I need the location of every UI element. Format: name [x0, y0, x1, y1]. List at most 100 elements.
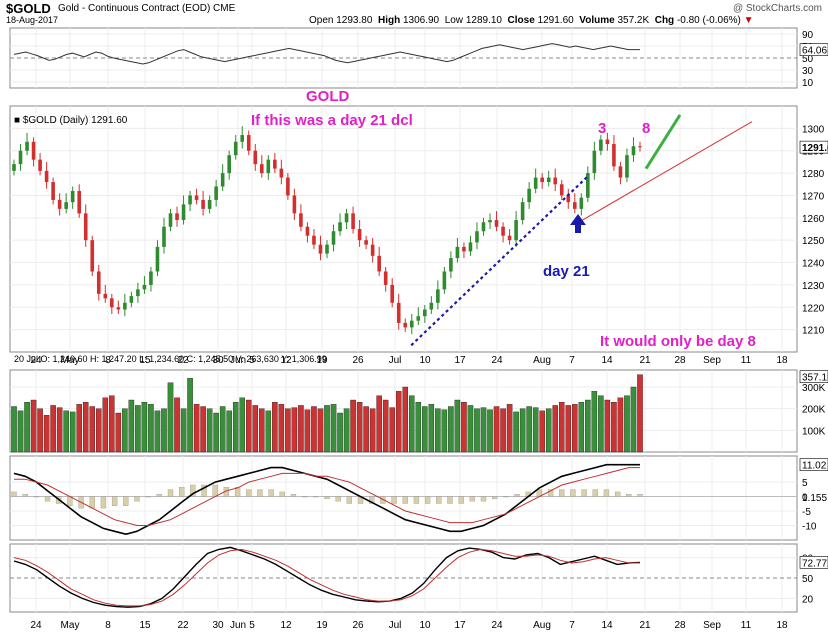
volume-bar [545, 408, 552, 453]
macd-histogram-bar [424, 496, 431, 504]
ohlc-label: 20 Jul O: 1,240.60 H: 1,247.20 L: 1,234.… [14, 354, 327, 364]
x-tick-label: 7 [569, 620, 575, 631]
candle [129, 296, 134, 303]
volume-bar [559, 402, 565, 453]
macd-histogram-bar [447, 496, 453, 504]
candle [44, 170, 49, 183]
candle [207, 199, 212, 209]
chart-date: 18-Aug-2017 [6, 15, 59, 25]
candle [631, 146, 636, 156]
candle [357, 229, 362, 241]
macd-histogram-bar [637, 494, 643, 497]
candle [123, 302, 127, 310]
candle [383, 271, 388, 285]
macd-histogram-bar [145, 496, 151, 498]
volume-bar [272, 402, 278, 453]
macd-histogram-bar [22, 494, 28, 497]
volume-bar [454, 399, 461, 453]
candle [214, 186, 218, 200]
x-tick-label: 15 [139, 620, 151, 631]
macd-y-tick: -5 [802, 507, 811, 518]
candle [559, 184, 564, 196]
volume-bar [487, 409, 493, 453]
x-tick-label: Sep [703, 620, 721, 631]
candle [533, 177, 538, 189]
x-tick-label: 24 [491, 355, 503, 366]
volume-bar [630, 386, 637, 453]
macd-histogram-bar [335, 496, 341, 502]
x-tick-label: 30 [212, 355, 224, 366]
volume-bar [402, 386, 408, 453]
macd-histogram-bar [626, 494, 632, 497]
candle [325, 244, 329, 254]
volume-bar [252, 405, 259, 453]
volume-bar [239, 397, 245, 453]
vol-last-box [799, 370, 828, 383]
candle [279, 168, 284, 178]
x-tick-label: 19 [316, 620, 328, 631]
volume-bar [350, 399, 356, 453]
volume-bar [585, 399, 591, 453]
channel-line [574, 121, 753, 225]
volume-bar [50, 405, 56, 453]
volume-bar [363, 406, 369, 453]
price-y-tick: 1250 [802, 236, 825, 247]
candle [292, 195, 297, 214]
volume-bar [409, 395, 415, 453]
candle [449, 258, 453, 272]
macd-histogram-bar [547, 489, 554, 497]
volume-bar [311, 406, 317, 453]
macd-histogram-bar [44, 496, 51, 502]
volume-bar [226, 410, 232, 453]
macd-histogram-bar [559, 489, 565, 497]
candle [318, 244, 323, 254]
candle [312, 235, 316, 245]
candle [455, 246, 460, 259]
x-tick-label: 10 [419, 620, 431, 631]
macd-y-tick: -10 [802, 522, 817, 533]
volume-bar [539, 410, 545, 453]
volume-bar [461, 402, 467, 453]
top-last-box [799, 43, 828, 56]
volume-bar [265, 410, 272, 453]
candle [553, 177, 558, 185]
x-tick-label: Sep [703, 355, 721, 366]
volume-bar [598, 395, 604, 453]
candle [514, 220, 518, 241]
volume-bar [395, 391, 402, 453]
macd-histogram-bar [492, 496, 498, 500]
projection-line [644, 114, 682, 170]
ohlc-summary: Open 1293.80 High 1306.90 Low 1289.10 Cl… [309, 15, 754, 26]
candle [599, 139, 603, 151]
volume-bar [206, 408, 213, 453]
symbol-title: $GOLD [6, 1, 51, 16]
candle [331, 231, 336, 245]
candle [351, 213, 355, 229]
x-tick-label: 15 [139, 355, 151, 366]
volume-bar [96, 408, 102, 453]
x-tick-label: Jul [389, 620, 402, 631]
volume-bar [24, 402, 30, 453]
macd-histogram-bar [458, 496, 464, 504]
macd-histogram-bar [290, 494, 297, 497]
x-tick-label: 18 [776, 620, 788, 631]
x-tick-label: 26 [352, 620, 364, 631]
volume-bar [382, 399, 389, 453]
macd-histogram-bar [201, 484, 207, 497]
volume-bar [219, 406, 226, 453]
candle [520, 202, 525, 221]
x-tick-label: 22 [177, 620, 189, 631]
stoch-d-line [13, 548, 640, 607]
macd-histogram-bar [469, 496, 475, 502]
macd-histogram-bar [346, 496, 353, 504]
volume-bar [448, 406, 454, 453]
macd-histogram-bar [413, 496, 420, 504]
candle [18, 150, 23, 165]
macd-histogram-bar [514, 494, 520, 497]
x-tick-label: 18 [776, 355, 788, 366]
volume-bar [506, 404, 513, 453]
candle [273, 159, 277, 169]
candle [168, 213, 173, 227]
macd-histogram-bar [301, 496, 308, 498]
